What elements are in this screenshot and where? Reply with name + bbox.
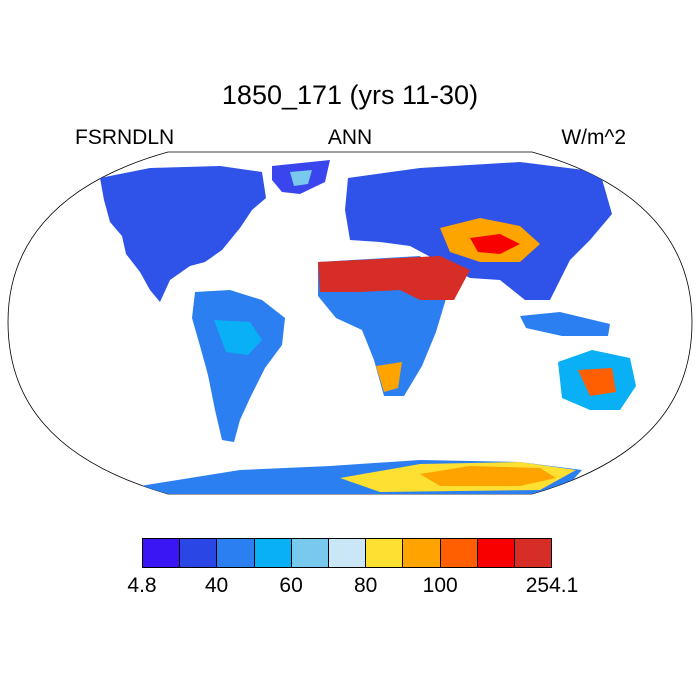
colorbar-tick-label: 4.8 (127, 574, 157, 597)
variable-label: FSRNDLN (75, 126, 175, 149)
antarctica-orange (420, 466, 556, 486)
north-america-land (100, 166, 266, 302)
colorbar-box (254, 539, 292, 567)
sahara-arabia-hot (318, 256, 470, 300)
colorbar-tick-label: 254.1 (525, 574, 579, 597)
south-america-land (192, 290, 285, 442)
australia-hot (578, 368, 616, 396)
map-title: 1850_171 (yrs 11-30) (221, 80, 479, 110)
colorbar-tick-label: 80 (353, 574, 378, 597)
colorbar-tick-label: 40 (204, 574, 229, 597)
colorbar-box (180, 539, 218, 567)
south-america-mid (214, 320, 262, 355)
indonesia-land (520, 312, 610, 336)
colorbar-box (328, 539, 367, 567)
colorbar-box (514, 539, 552, 567)
colorbar-tick-label: 60 (279, 574, 303, 597)
colorbar-tick-label: 100 (422, 574, 458, 597)
units-label: W/m^2 (561, 126, 626, 149)
colorbar-box (403, 539, 441, 567)
colorbar-box (143, 539, 181, 567)
tibet-hot (470, 234, 520, 254)
colorbar-box (477, 539, 515, 567)
colorbar (142, 538, 552, 568)
season-label: ANN (327, 126, 373, 149)
colorbar-box (440, 539, 478, 567)
africa-south-warm (376, 362, 402, 392)
greenland-highlight (290, 170, 312, 186)
colorbar-box (291, 539, 329, 567)
colorbar-box (217, 539, 255, 567)
colorbar-box (366, 539, 404, 567)
